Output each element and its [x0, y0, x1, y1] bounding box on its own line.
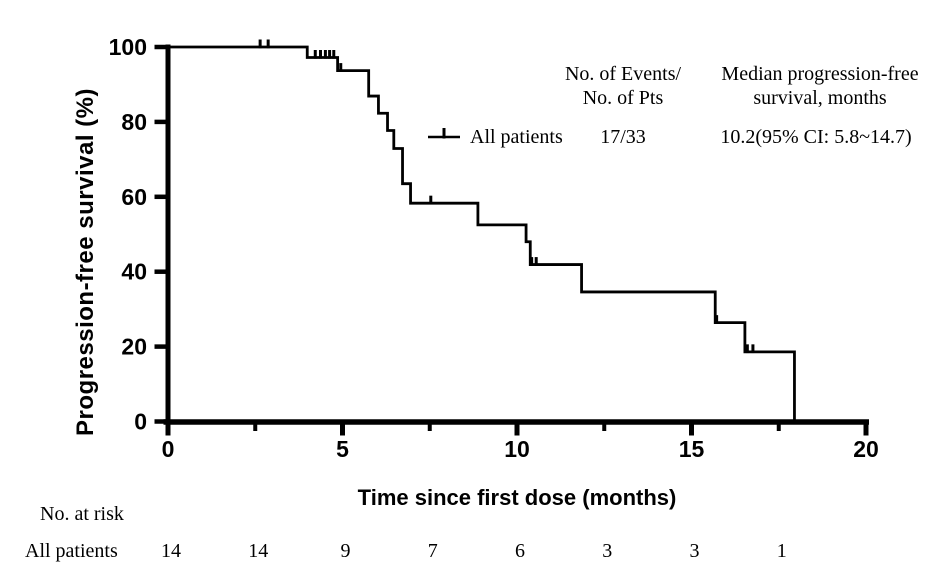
- at-risk-value: 1: [777, 540, 787, 562]
- at-risk-value: 14: [248, 540, 268, 562]
- y-tick-label: 0: [134, 409, 147, 435]
- legend-col2-header-line2: survival, months: [753, 87, 887, 109]
- y-tick-label: 80: [121, 109, 147, 135]
- at-risk-table: No. at risk All patients: [25, 503, 124, 562]
- at-risk-value: 9: [341, 540, 351, 562]
- y-tick-label: 100: [109, 34, 147, 60]
- at-risk-row-label: All patients: [25, 540, 118, 562]
- legend-col2-header-line1: Median progression-free: [721, 63, 918, 85]
- at-risk-values-layer: 14 14 9 7 6 3 3 1: [161, 540, 787, 562]
- x-tick-label: 15: [679, 436, 705, 462]
- y-tick-label: 20: [121, 334, 147, 360]
- axes-layer: 0 20 40 60 80 100 0 5 10 15 20: [109, 34, 879, 462]
- at-risk-value: 14: [161, 540, 181, 562]
- at-risk-value: 6: [515, 540, 525, 562]
- legend-median-value: 10.2(95% CI: 5.8~14.7): [720, 126, 911, 148]
- x-tick-label: 10: [504, 436, 530, 462]
- legend-col1-header-line2: No. of Pts: [583, 87, 664, 109]
- at-risk-value: 3: [602, 540, 612, 562]
- x-tick-label: 0: [162, 436, 175, 462]
- km-curve-all-patients: [168, 45, 796, 422]
- legend-series-marker: [428, 128, 460, 139]
- x-tick-label: 5: [336, 436, 349, 462]
- legend-col1-header-line1: No. of Events/: [565, 63, 682, 85]
- legend-series-label: All patients: [470, 126, 563, 148]
- legend: No. of Events/ No. of Pts Median progres…: [428, 63, 919, 148]
- x-axis-title: Time since first dose (months): [358, 485, 677, 510]
- y-tick-label: 60: [121, 184, 147, 210]
- survival-curve-layer: [168, 39, 796, 422]
- x-tick-label: 20: [853, 436, 879, 462]
- at-risk-value: 3: [690, 540, 700, 562]
- y-axis-title: Progression-free survival (%): [72, 88, 99, 436]
- y-tick-label: 40: [121, 259, 147, 285]
- legend-events-value: 17/33: [600, 126, 646, 148]
- at-risk-value: 7: [428, 540, 438, 562]
- at-risk-title: No. at risk: [40, 503, 124, 525]
